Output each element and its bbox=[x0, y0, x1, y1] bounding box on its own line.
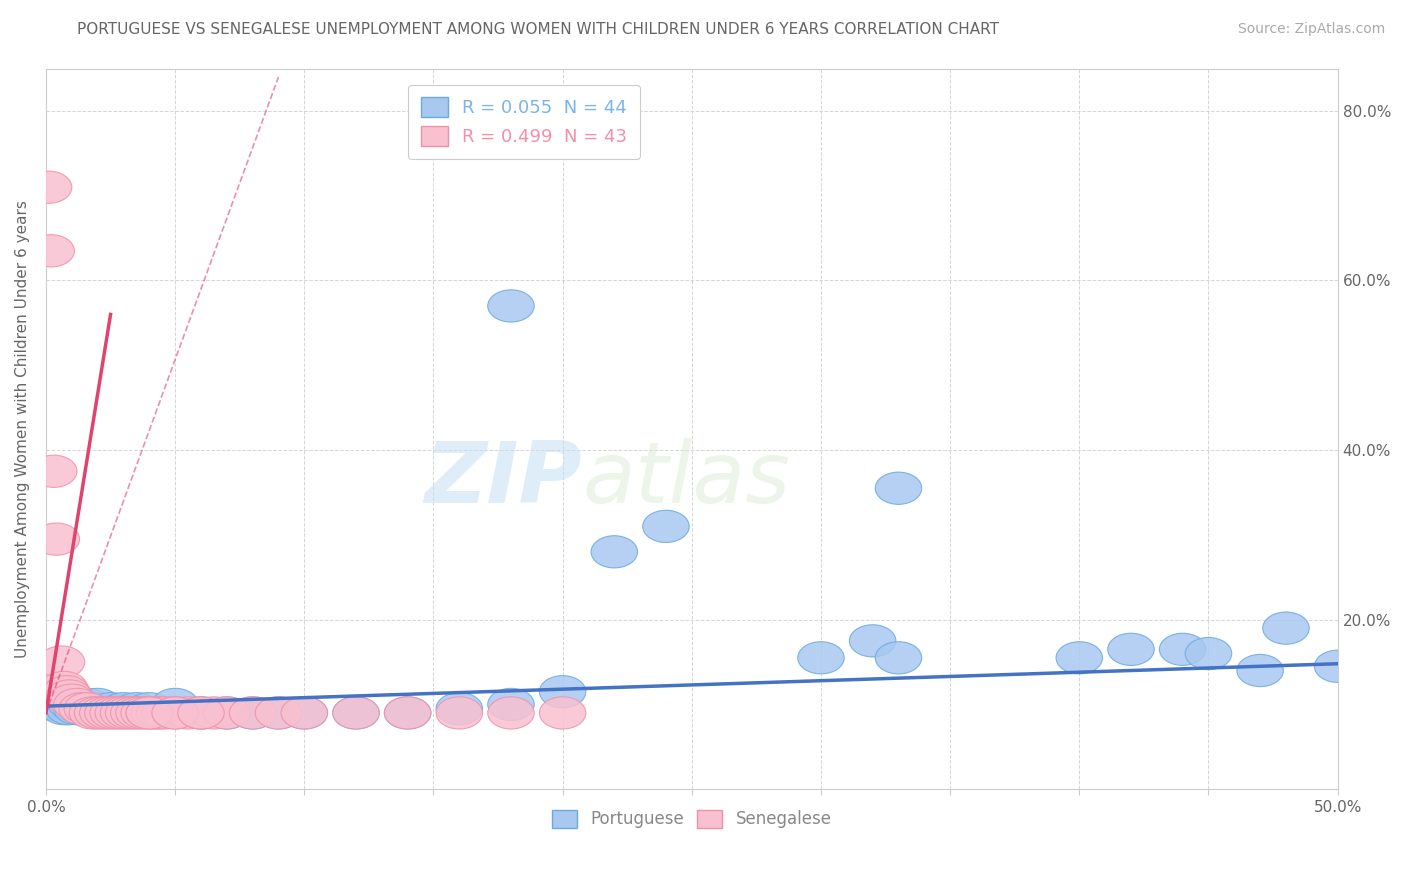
Ellipse shape bbox=[111, 697, 157, 729]
Ellipse shape bbox=[112, 692, 160, 725]
Ellipse shape bbox=[25, 171, 72, 203]
Ellipse shape bbox=[152, 689, 198, 721]
Ellipse shape bbox=[1185, 638, 1232, 670]
Ellipse shape bbox=[875, 472, 922, 504]
Ellipse shape bbox=[540, 675, 586, 708]
Ellipse shape bbox=[797, 641, 844, 674]
Ellipse shape bbox=[75, 689, 121, 721]
Ellipse shape bbox=[38, 689, 84, 721]
Ellipse shape bbox=[25, 684, 72, 716]
Ellipse shape bbox=[281, 697, 328, 729]
Ellipse shape bbox=[436, 692, 482, 725]
Ellipse shape bbox=[105, 697, 152, 729]
Ellipse shape bbox=[49, 684, 96, 716]
Ellipse shape bbox=[875, 641, 922, 674]
Ellipse shape bbox=[49, 689, 96, 721]
Ellipse shape bbox=[65, 692, 111, 725]
Ellipse shape bbox=[229, 697, 276, 729]
Ellipse shape bbox=[34, 523, 80, 555]
Ellipse shape bbox=[1263, 612, 1309, 644]
Ellipse shape bbox=[1315, 650, 1361, 682]
Ellipse shape bbox=[121, 697, 167, 729]
Legend: Portuguese, Senegalese: Portuguese, Senegalese bbox=[546, 803, 838, 835]
Ellipse shape bbox=[90, 697, 136, 729]
Text: ZIP: ZIP bbox=[425, 438, 582, 521]
Ellipse shape bbox=[488, 689, 534, 721]
Ellipse shape bbox=[177, 697, 224, 729]
Ellipse shape bbox=[256, 697, 302, 729]
Ellipse shape bbox=[87, 692, 134, 725]
Ellipse shape bbox=[127, 697, 173, 729]
Y-axis label: Unemployment Among Women with Children Under 6 years: Unemployment Among Women with Children U… bbox=[15, 200, 30, 657]
Ellipse shape bbox=[1160, 633, 1206, 665]
Ellipse shape bbox=[591, 536, 637, 568]
Ellipse shape bbox=[75, 697, 121, 729]
Ellipse shape bbox=[142, 697, 188, 729]
Ellipse shape bbox=[165, 697, 211, 729]
Ellipse shape bbox=[384, 697, 430, 729]
Ellipse shape bbox=[28, 235, 75, 267]
Ellipse shape bbox=[31, 689, 77, 721]
Text: atlas: atlas bbox=[582, 438, 790, 521]
Ellipse shape bbox=[84, 697, 131, 729]
Ellipse shape bbox=[46, 692, 93, 725]
Ellipse shape bbox=[65, 689, 111, 721]
Ellipse shape bbox=[1056, 641, 1102, 674]
Ellipse shape bbox=[38, 646, 84, 678]
Ellipse shape bbox=[333, 697, 380, 729]
Ellipse shape bbox=[229, 697, 276, 729]
Ellipse shape bbox=[643, 510, 689, 542]
Ellipse shape bbox=[53, 692, 100, 725]
Ellipse shape bbox=[191, 697, 238, 729]
Text: Source: ZipAtlas.com: Source: ZipAtlas.com bbox=[1237, 22, 1385, 37]
Ellipse shape bbox=[127, 697, 173, 729]
Ellipse shape bbox=[59, 692, 105, 725]
Ellipse shape bbox=[35, 689, 82, 721]
Ellipse shape bbox=[41, 692, 87, 725]
Ellipse shape bbox=[177, 697, 224, 729]
Ellipse shape bbox=[59, 692, 105, 725]
Ellipse shape bbox=[28, 680, 75, 712]
Ellipse shape bbox=[177, 697, 224, 729]
Ellipse shape bbox=[44, 675, 90, 708]
Ellipse shape bbox=[96, 697, 142, 729]
Ellipse shape bbox=[281, 697, 328, 729]
Ellipse shape bbox=[53, 689, 100, 721]
Ellipse shape bbox=[80, 697, 127, 729]
Ellipse shape bbox=[136, 697, 183, 729]
Ellipse shape bbox=[41, 672, 87, 704]
Ellipse shape bbox=[384, 697, 430, 729]
Ellipse shape bbox=[34, 684, 80, 716]
Ellipse shape bbox=[333, 697, 380, 729]
Ellipse shape bbox=[46, 680, 93, 712]
Ellipse shape bbox=[69, 692, 115, 725]
Ellipse shape bbox=[204, 697, 250, 729]
Ellipse shape bbox=[152, 697, 198, 729]
Ellipse shape bbox=[100, 697, 146, 729]
Ellipse shape bbox=[31, 455, 77, 487]
Ellipse shape bbox=[540, 697, 586, 729]
Ellipse shape bbox=[204, 697, 250, 729]
Text: PORTUGUESE VS SENEGALESE UNEMPLOYMENT AMONG WOMEN WITH CHILDREN UNDER 6 YEARS CO: PORTUGUESE VS SENEGALESE UNEMPLOYMENT AM… bbox=[77, 22, 1000, 37]
Ellipse shape bbox=[131, 697, 177, 729]
Ellipse shape bbox=[849, 624, 896, 657]
Ellipse shape bbox=[1237, 655, 1284, 687]
Ellipse shape bbox=[69, 697, 115, 729]
Ellipse shape bbox=[1108, 633, 1154, 665]
Ellipse shape bbox=[100, 692, 146, 725]
Ellipse shape bbox=[152, 697, 198, 729]
Ellipse shape bbox=[488, 290, 534, 322]
Ellipse shape bbox=[127, 692, 173, 725]
Ellipse shape bbox=[256, 697, 302, 729]
Ellipse shape bbox=[436, 697, 482, 729]
Ellipse shape bbox=[488, 697, 534, 729]
Ellipse shape bbox=[115, 697, 162, 729]
Ellipse shape bbox=[44, 689, 90, 721]
